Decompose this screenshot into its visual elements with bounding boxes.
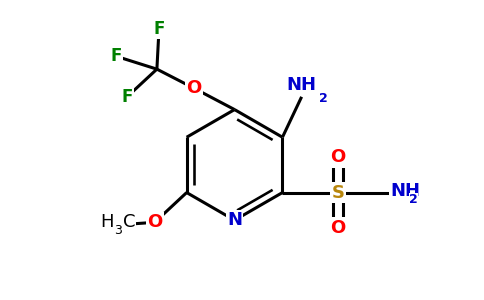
Text: F: F xyxy=(153,20,165,38)
Text: H: H xyxy=(100,213,114,231)
Text: NH: NH xyxy=(390,182,420,200)
Text: S: S xyxy=(331,184,344,202)
Text: O: O xyxy=(330,148,346,166)
Text: N: N xyxy=(227,211,242,229)
Text: O: O xyxy=(330,219,346,237)
Text: NH: NH xyxy=(287,76,317,94)
Text: 2: 2 xyxy=(319,92,328,105)
Text: F: F xyxy=(111,47,122,65)
Text: C: C xyxy=(123,213,136,231)
Text: O: O xyxy=(186,79,202,97)
Text: F: F xyxy=(121,88,133,106)
Text: O: O xyxy=(147,213,162,231)
Text: 2: 2 xyxy=(409,193,418,206)
Text: 3: 3 xyxy=(114,224,122,237)
